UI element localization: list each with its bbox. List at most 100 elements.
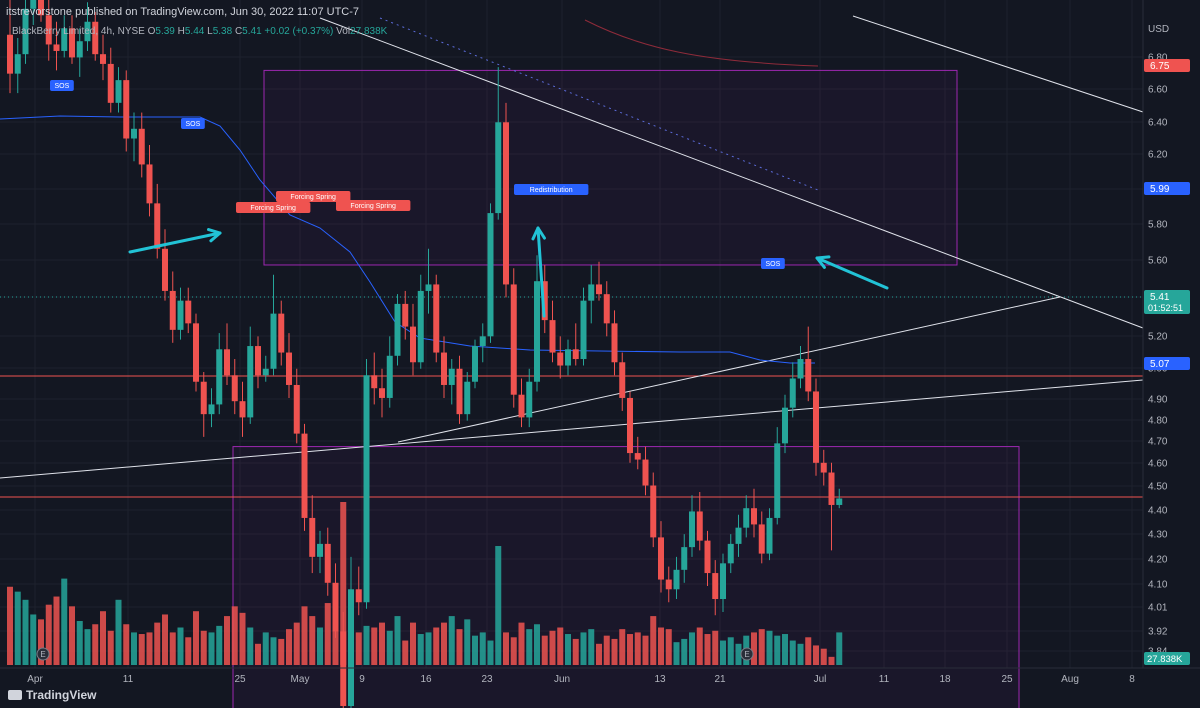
- volume-bar: [557, 627, 564, 665]
- candle-body: [557, 352, 564, 366]
- volume-bar: [541, 635, 548, 665]
- candle-body: [510, 284, 517, 395]
- volume-bar: [650, 616, 657, 665]
- volume-bar: [665, 629, 672, 665]
- close-label: C: [234, 26, 243, 37]
- volume-bar: [131, 632, 137, 665]
- volume-bar: [526, 629, 533, 665]
- candle-body: [84, 21, 91, 42]
- volume-bar: [673, 642, 680, 665]
- volume-bar: [394, 616, 401, 665]
- volume-bar: [487, 640, 494, 665]
- volume-bar: [611, 638, 618, 665]
- candle-body: [177, 300, 184, 330]
- candle-body: [185, 300, 192, 324]
- candle-body: [76, 41, 83, 58]
- volume-bar: [278, 638, 285, 665]
- volume-bar: [782, 634, 788, 665]
- volume-bar: [386, 630, 393, 665]
- candle-body: [92, 21, 99, 55]
- candle-body: [596, 284, 602, 295]
- volume-bar: [216, 625, 223, 665]
- tradingview-brand[interactable]: TradingView: [8, 688, 96, 702]
- volume-bar: [758, 629, 765, 665]
- arrows: [128, 226, 889, 318]
- range-box: [263, 69, 958, 266]
- volume-bar: [270, 637, 277, 665]
- candles: [7, 0, 843, 708]
- candle-body: [720, 563, 726, 600]
- candle-body: [324, 543, 331, 583]
- volume-bar: [820, 648, 827, 665]
- arrow-middle-head: [531, 226, 546, 241]
- candle-body: [619, 362, 626, 398]
- candle-body: [611, 323, 618, 363]
- volume-bar: [309, 616, 316, 665]
- price-tick-label: 6.60: [1148, 85, 1168, 96]
- volume-bar: [123, 624, 130, 665]
- price-badge: [1144, 290, 1190, 314]
- volume-bars: [7, 502, 843, 665]
- time-tick-label: 13: [654, 674, 666, 685]
- volume-bar: [53, 596, 60, 665]
- candle-body: [169, 290, 176, 330]
- candle-body: [797, 359, 804, 379]
- volume-value: 27.838K: [350, 26, 388, 37]
- volume-bar: [239, 612, 246, 665]
- candle-body: [363, 375, 370, 603]
- candle-body: [410, 326, 416, 363]
- volume-bar: [208, 632, 215, 665]
- earnings-marker-letter: E: [744, 650, 749, 659]
- price-tick-label: 6.80: [1148, 53, 1168, 64]
- price-tick-label: 4.60: [1148, 459, 1168, 470]
- price-tick-label: 4.01: [1148, 603, 1168, 614]
- candle-body: [270, 313, 277, 369]
- symbol-name[interactable]: BlackBerry Limited, 4h, NYSE: [12, 26, 145, 37]
- candle-body: [743, 508, 750, 528]
- candle-body: [650, 485, 657, 538]
- price-tick-label: 4.90: [1148, 395, 1168, 406]
- high-label: H: [177, 26, 185, 37]
- low-label: L: [207, 26, 213, 37]
- time-tick-label: 16: [420, 674, 432, 685]
- volume-bar: [704, 634, 711, 665]
- volume-bar: [836, 632, 843, 665]
- volume-bar: [681, 638, 688, 665]
- time-tick-label: 25: [234, 674, 246, 685]
- volume-bar: [766, 630, 773, 665]
- time-tick-label: Apr: [27, 674, 43, 685]
- volume-bar: [596, 643, 602, 665]
- candle-body: [665, 579, 672, 590]
- annotation-text: Forcing Spring: [350, 203, 396, 210]
- candle-body: [727, 543, 734, 564]
- time-tick-label: 11: [123, 674, 134, 685]
- price-badge: [1144, 357, 1190, 370]
- candle-body: [30, 0, 37, 9]
- annotation-tag: [50, 80, 74, 91]
- candle-body: [255, 346, 261, 376]
- candle-body: [448, 368, 455, 385]
- arrow-middle: [536, 226, 546, 318]
- candle-body: [348, 589, 354, 707]
- price-tick-label: 3.92: [1148, 627, 1168, 638]
- arrow-right: [815, 256, 889, 290]
- candle-body: [456, 368, 463, 415]
- volume-bar: [735, 643, 742, 665]
- volume-bar: [425, 632, 432, 665]
- annotation-text: Forcing Spring: [290, 194, 336, 201]
- candle-body: [402, 303, 409, 327]
- volume-bar: [224, 616, 230, 665]
- volume-bar: [84, 629, 91, 665]
- volume-bar: [92, 624, 99, 665]
- volume-bar: [162, 614, 168, 665]
- volume-bar: [45, 604, 52, 665]
- time-tick-label: 25: [1001, 674, 1013, 685]
- price-tick-label: 5.20: [1148, 332, 1168, 343]
- price-tick-label: 6.20: [1148, 150, 1168, 161]
- volume-bar: [138, 634, 145, 665]
- volume-bar: [572, 638, 579, 665]
- volume-bar: [200, 630, 207, 665]
- volume-bar: [789, 640, 796, 665]
